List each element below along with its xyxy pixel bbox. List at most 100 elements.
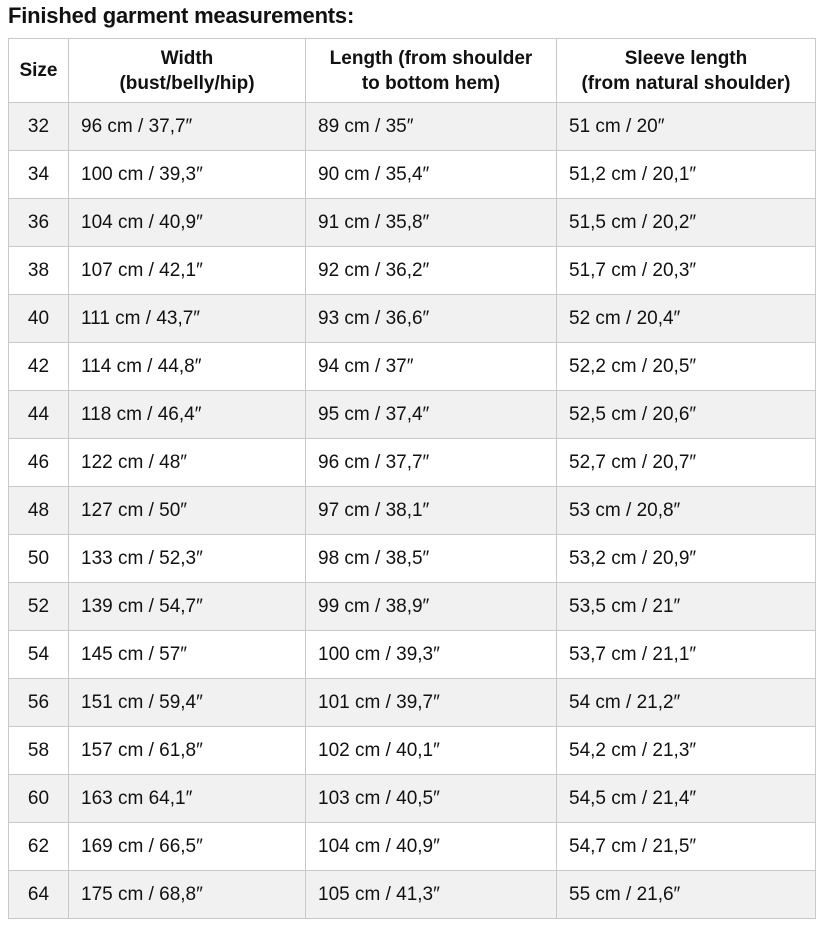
cell-length: 102 cm / 40,1″ (305, 726, 557, 775)
cell-sleeve: 54,7 cm / 21,5″ (556, 822, 816, 871)
cell-sleeve: 52 cm / 20,4″ (556, 294, 816, 343)
table-row: 32 96 cm / 37,7″ 89 cm / 35″ 51 cm / 20″ (8, 102, 816, 151)
cell-length: 92 cm / 36,2″ (305, 246, 557, 295)
cell-size: 42 (8, 342, 69, 391)
table-row: 54 145 cm / 57″ 100 cm / 39,3″ 53,7 cm / 21… (8, 630, 816, 679)
header-sleeve: Sleeve length (from natural shoulder) (556, 38, 816, 103)
cell-width: 157 cm / 61,8″ (68, 726, 306, 775)
cell-sleeve: 53,5 cm / 21″ (556, 582, 816, 631)
cell-width: 163 cm 64,1″ (68, 774, 306, 823)
cell-size: 32 (8, 102, 69, 151)
cell-width: 169 cm / 66,5″ (68, 822, 306, 871)
cell-length: 95 cm / 37,4″ (305, 390, 557, 439)
table-row: 34 100 cm / 39,3″ 90 cm / 35,4″ 51,2 cm / 2… (8, 150, 816, 199)
cell-size: 62 (8, 822, 69, 871)
header-length-line2: to bottom hem) (361, 72, 501, 94)
header-sleeve-line2: (from natural shoulder) (581, 72, 791, 94)
cell-size: 64 (8, 870, 69, 919)
cell-width: 118 cm / 46,4″ (68, 390, 306, 439)
cell-sleeve: 51,7 cm / 20,3″ (556, 246, 816, 295)
cell-length: 99 cm / 38,9″ (305, 582, 557, 631)
cell-width: 122 cm / 48″ (68, 438, 306, 487)
cell-size: 36 (8, 198, 69, 247)
cell-sleeve: 51,2 cm / 20,1″ (556, 150, 816, 199)
header-length-line1: Length (from shoulder (329, 47, 533, 69)
table-row: 38 107 cm / 42,1″ 92 cm / 36,2″ 51,7 cm / 2… (8, 246, 816, 295)
header-sleeve-line1: Sleeve length (624, 47, 748, 69)
cell-sleeve: 53 cm / 20,8″ (556, 486, 816, 535)
cell-width: 133 cm / 52,3″ (68, 534, 306, 583)
cell-sleeve: 54,5 cm / 21,4″ (556, 774, 816, 823)
cell-sleeve: 52,2 cm / 20,5″ (556, 342, 816, 391)
cell-sleeve: 52,7 cm / 20,7″ (556, 438, 816, 487)
cell-length: 97 cm / 38,1″ (305, 486, 557, 535)
cell-length: 100 cm / 39,3″ (305, 630, 557, 679)
cell-size: 46 (8, 438, 69, 487)
cell-size: 54 (8, 630, 69, 679)
cell-length: 96 cm / 37,7″ (305, 438, 557, 487)
header-size: Size (8, 38, 69, 103)
cell-length: 89 cm / 35″ (305, 102, 557, 151)
header-length: Length (from shoulder to bottom hem) (305, 38, 557, 103)
cell-width: 104 cm / 40,9″ (68, 198, 306, 247)
table-row: 62 169 cm / 66,5″ 104 cm / 40,9″ 54,7 cm / … (8, 822, 816, 871)
header-size-line1: Size (19, 60, 58, 81)
table-row: 64 175 cm / 68,8″ 105 cm / 41,3″ 55 cm / 21… (8, 870, 816, 919)
cell-sleeve: 51 cm / 20″ (556, 102, 816, 151)
cell-sleeve: 55 cm / 21,6″ (556, 870, 816, 919)
cell-sleeve: 54,2 cm / 21,3″ (556, 726, 816, 775)
cell-size: 44 (8, 390, 69, 439)
cell-size: 40 (8, 294, 69, 343)
cell-size: 52 (8, 582, 69, 631)
cell-length: 93 cm / 36,6″ (305, 294, 557, 343)
header-row: Size Width (bust/belly/hip) Length (from… (8, 38, 816, 103)
cell-size: 48 (8, 486, 69, 535)
cell-sleeve: 51,5 cm / 20,2″ (556, 198, 816, 247)
measurements-table: Size Width (bust/belly/hip) Length (from… (8, 38, 816, 919)
table-row: 42 114 cm / 44,8″ 94 cm / 37″ 52,2 cm / 20,… (8, 342, 816, 391)
cell-size: 38 (8, 246, 69, 295)
cell-width: 111 cm / 43,7″ (68, 294, 306, 343)
cell-size: 60 (8, 774, 69, 823)
table-row: 40 111 cm / 43,7″ 93 cm / 36,6″ 52 cm / 20,… (8, 294, 816, 343)
cell-width: 100 cm / 39,3″ (68, 150, 306, 199)
cell-width: 145 cm / 57″ (68, 630, 306, 679)
cell-length: 94 cm / 37″ (305, 342, 557, 391)
cell-sleeve: 53,7 cm / 21,1″ (556, 630, 816, 679)
cell-length: 103 cm / 40,5″ (305, 774, 557, 823)
header-width-line2: (bust/belly/hip) (119, 72, 255, 94)
cell-length: 90 cm / 35,4″ (305, 150, 557, 199)
cell-length: 91 cm / 35,8″ (305, 198, 557, 247)
cell-sleeve: 54 cm / 21,2″ (556, 678, 816, 727)
header-width-line1: Width (160, 47, 214, 69)
cell-sleeve: 53,2 cm / 20,9″ (556, 534, 816, 583)
page-title: Finished garment measurements: (8, 3, 355, 28)
cell-size: 50 (8, 534, 69, 583)
cell-width: 107 cm / 42,1″ (68, 246, 306, 295)
cell-size: 58 (8, 726, 69, 775)
cell-width: 151 cm / 59,4″ (68, 678, 306, 727)
table-header: Size Width (bust/belly/hip) Length (from… (8, 38, 816, 103)
table-row: 52 139 cm / 54,7″ 99 cm / 38,9″ 53,5 cm / 2… (8, 582, 816, 631)
cell-width: 96 cm / 37,7″ (68, 102, 306, 151)
table-body: 32 96 cm / 37,7″ 89 cm / 35″ 51 cm / 20″ 34 1… (8, 102, 816, 919)
cell-length: 105 cm / 41,3″ (305, 870, 557, 919)
table-row: 36 104 cm / 40,9″ 91 cm / 35,8″ 51,5 cm / 2… (8, 198, 816, 247)
table-row: 44 118 cm / 46,4″ 95 cm / 37,4″ 52,5 cm / 2… (8, 390, 816, 439)
table-row: 56 151 cm / 59,4″ 101 cm / 39,7″ 54 cm / 21… (8, 678, 816, 727)
table-row: 60 163 cm 64,1″ 103 cm / 40,5″ 54,5 cm / 21… (8, 774, 816, 823)
cell-size: 56 (8, 678, 69, 727)
cell-width: 139 cm / 54,7″ (68, 582, 306, 631)
cell-width: 127 cm / 50″ (68, 486, 306, 535)
cell-length: 101 cm / 39,7″ (305, 678, 557, 727)
cell-size: 34 (8, 150, 69, 199)
cell-width: 114 cm / 44,8″ (68, 342, 306, 391)
header-width: Width (bust/belly/hip) (68, 38, 306, 103)
table-row: 46 122 cm / 48″ 96 cm / 37,7″ 52,7 cm / 20,… (8, 438, 816, 487)
cell-sleeve: 52,5 cm / 20,6″ (556, 390, 816, 439)
cell-length: 104 cm / 40,9″ (305, 822, 557, 871)
table-row: 50 133 cm / 52,3″ 98 cm / 38,5″ 53,2 cm / 2… (8, 534, 816, 583)
cell-width: 175 cm / 68,8″ (68, 870, 306, 919)
table-row: 48 127 cm / 50″ 97 cm / 38,1″ 53 cm / 20,8″ (8, 486, 816, 535)
